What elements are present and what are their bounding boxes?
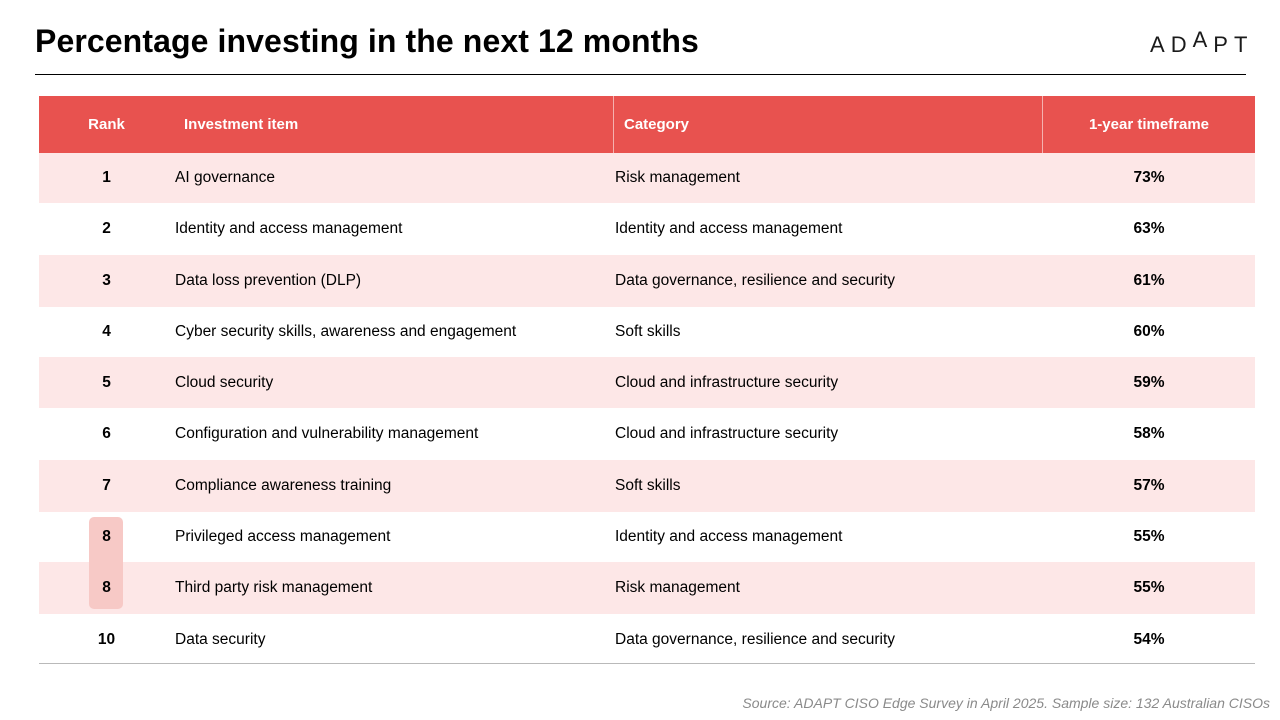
- percentage-cell: 58%: [1133, 425, 1165, 442]
- page-title: Percentage investing in the next 12 mont…: [35, 23, 699, 59]
- header-divider: [613, 96, 614, 153]
- table-row: 6 Configuration and vulnerability manage…: [39, 408, 1255, 460]
- header-category: Category: [624, 116, 690, 133]
- tied-rank-highlight: [89, 517, 123, 609]
- rank-cell: 4: [102, 323, 111, 340]
- category-cell: Cloud and infrastructure security: [615, 425, 839, 442]
- tied-rank-row: 8: [39, 562, 1255, 614]
- table-header: Rank Investment item Category 1-year tim…: [39, 96, 1255, 153]
- percentage-cell: 54%: [1133, 630, 1165, 648]
- percentage-cell: 63%: [1133, 220, 1165, 237]
- percentage-cell: 60%: [1133, 323, 1165, 340]
- category-cell: Risk management: [615, 169, 740, 186]
- adapt-logo: A D A P T: [1150, 26, 1253, 56]
- rank-cell: 10: [97, 630, 116, 648]
- category-cell: Identity and access management: [615, 220, 843, 237]
- percentage-cell: 57%: [1133, 477, 1165, 494]
- item-cell: Configuration and vulnerability manageme…: [175, 425, 479, 442]
- percentage-cell: 73%: [1133, 169, 1165, 186]
- source-note: Source: ADAPT CISO Edge Survey in April …: [742, 695, 1270, 711]
- title-divider: [35, 74, 1246, 75]
- header-timeframe: 1-year timeframe: [1088, 116, 1210, 133]
- table-row: 2 Identity and access management Identit…: [39, 203, 1255, 255]
- table-row: 4 Cyber security skills, awareness and e…: [39, 307, 1255, 357]
- table-row: 10 Data security Data governance, resili…: [39, 614, 1255, 665]
- header-investment-item: Investment item: [184, 116, 299, 133]
- category-cell: Cloud and infrastructure security: [615, 373, 839, 391]
- table-row: 1 AI governance Risk management 73%: [39, 153, 1255, 203]
- item-cell: AI governance: [175, 169, 275, 186]
- logo-letter: A: [1150, 32, 1171, 57]
- table-row: 5 Cloud security Cloud and infrastructur…: [39, 357, 1255, 408]
- percentage-cell: 61%: [1133, 272, 1165, 289]
- category-cell: Data governance, resilience and security: [615, 272, 896, 289]
- item-cell: Third party risk management: [175, 579, 373, 596]
- category-cell: Identity and access management: [615, 528, 843, 545]
- item-cell: Cyber security skills, awareness and eng…: [175, 323, 517, 340]
- table-row: Privileged access management Identity an…: [39, 512, 1255, 562]
- header-rank: Rank: [88, 116, 125, 133]
- percentage-cell: 59%: [1133, 373, 1165, 391]
- rank-cell: 8: [102, 528, 111, 545]
- table-row: 3 Data loss prevention (DLP) Data govern…: [39, 255, 1255, 307]
- table-row: 7 Compliance awareness training Soft ski…: [39, 460, 1255, 512]
- rank-cell: 1: [102, 169, 111, 186]
- item-cell: Compliance awareness training: [175, 477, 392, 494]
- percentage-cell: 55%: [1133, 579, 1165, 596]
- rank-cell: 7: [102, 477, 111, 494]
- category-cell: Soft skills: [615, 323, 681, 340]
- item-cell: Data loss prevention (DLP): [175, 272, 362, 289]
- category-cell: Risk management: [615, 579, 740, 596]
- percentage-cell: 55%: [1133, 528, 1165, 545]
- category-cell: Soft skills: [615, 477, 681, 494]
- item-cell: Identity and access management: [175, 220, 403, 237]
- tied-rank-row: 8: [39, 512, 1255, 562]
- item-cell: Data security: [175, 630, 266, 648]
- logo-letter: T: [1233, 32, 1254, 57]
- logo-letter: P: [1213, 32, 1234, 57]
- rank-cell: 5: [102, 373, 111, 391]
- table-row: Third party risk management Risk managem…: [39, 562, 1255, 614]
- logo-letter-accent: A: [1192, 27, 1214, 52]
- rank-cell: 6: [102, 425, 111, 442]
- rank-cell: 3: [102, 272, 111, 289]
- category-cell: Data governance, resilience and security: [615, 630, 896, 648]
- item-cell: Cloud security: [175, 373, 274, 391]
- item-cell: Privileged access management: [175, 528, 391, 545]
- rank-cell: 2: [102, 220, 111, 237]
- rank-cell: 8: [102, 579, 111, 596]
- logo-letter: D: [1170, 32, 1193, 57]
- table-bottom-border: [39, 663, 1255, 664]
- header-divider: [1042, 96, 1043, 153]
